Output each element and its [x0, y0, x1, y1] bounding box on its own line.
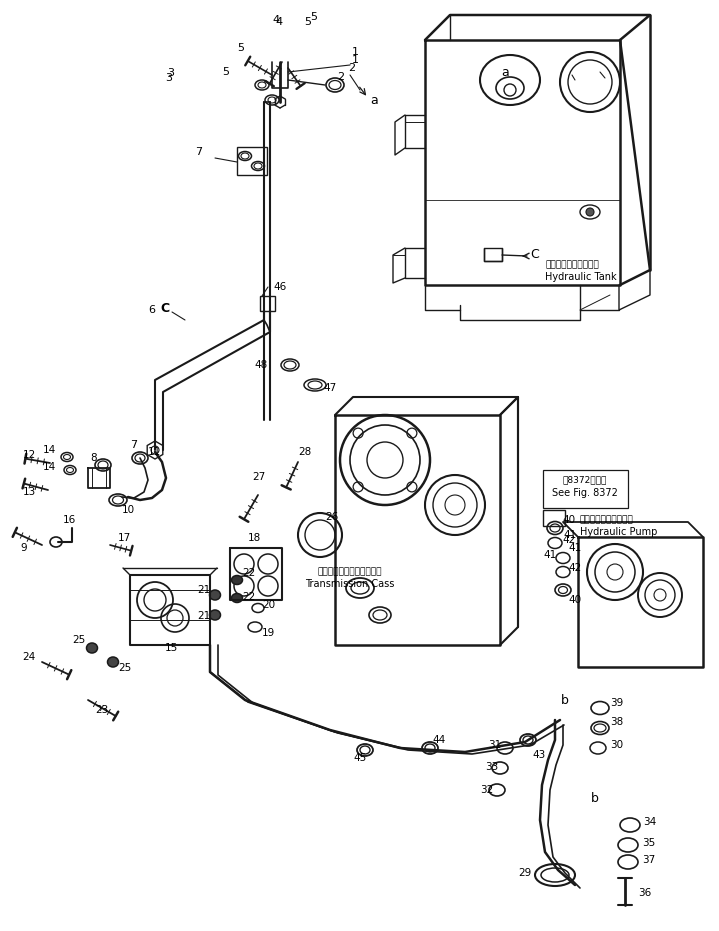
Text: ハイドロリックタンク: ハイドロリックタンク [545, 261, 599, 269]
Text: 36: 36 [638, 888, 651, 898]
Text: C: C [530, 248, 539, 261]
Text: 19: 19 [262, 628, 275, 638]
Bar [237, 147, 267, 175]
Text: 7: 7 [195, 147, 202, 157]
Text: 15: 15 [165, 643, 178, 653]
Text: 14: 14 [43, 462, 56, 472]
Text: 45: 45 [353, 753, 366, 763]
Circle shape [586, 208, 594, 216]
Text: b: b [591, 791, 599, 804]
Text: 40: 40 [562, 515, 575, 525]
Text: 7: 7 [130, 440, 137, 450]
Text: Hydraulic Pump: Hydraulic Pump [580, 527, 657, 537]
Text: 5: 5 [222, 67, 229, 77]
Text: Hydraulic Tank: Hydraulic Tank [545, 272, 617, 282]
Text: See Fig. 8372: See Fig. 8372 [552, 488, 618, 498]
Ellipse shape [209, 610, 221, 620]
Text: 37: 37 [642, 855, 655, 865]
Text: 41: 41 [543, 550, 557, 560]
Bar [543, 470, 628, 508]
Text: 8: 8 [90, 453, 96, 463]
Text: 14: 14 [43, 445, 56, 455]
Text: 38: 38 [610, 717, 623, 727]
Text: 20: 20 [262, 600, 275, 610]
Text: Transmission Cass: Transmission Cass [306, 579, 395, 589]
Text: 42: 42 [562, 535, 575, 545]
Text: 34: 34 [643, 817, 656, 827]
Text: 17: 17 [118, 533, 132, 543]
Text: 4: 4 [272, 15, 279, 25]
Text: 1: 1 [352, 47, 359, 57]
Text: 3: 3 [165, 73, 172, 83]
Text: 2: 2 [337, 72, 344, 82]
Text: 5: 5 [237, 43, 244, 53]
Text: 29: 29 [518, 868, 531, 878]
Ellipse shape [232, 575, 242, 585]
Text: 31: 31 [488, 740, 501, 750]
Text: 48: 48 [255, 360, 268, 370]
Text: a: a [501, 65, 509, 78]
Text: C: C [160, 302, 169, 315]
Text: 47: 47 [323, 383, 336, 393]
Text: ハイドロリックポンプ: ハイドロリックポンプ [580, 516, 633, 524]
Text: 22: 22 [242, 568, 255, 578]
Text: 5: 5 [304, 17, 311, 27]
Text: b: b [561, 694, 569, 707]
Text: 4: 4 [275, 17, 282, 27]
Text: 41: 41 [563, 530, 576, 540]
Text: トランスミッションケース: トランスミッションケース [318, 568, 383, 576]
Text: 25: 25 [72, 635, 86, 645]
Polygon shape [147, 441, 162, 459]
Text: 39: 39 [610, 698, 623, 708]
Text: 23: 23 [95, 705, 109, 715]
Text: 30: 30 [610, 740, 623, 750]
Ellipse shape [209, 590, 221, 600]
Text: 1: 1 [352, 55, 359, 65]
Text: 21: 21 [197, 611, 210, 621]
Text: 9: 9 [20, 543, 27, 553]
Text: 41: 41 [568, 543, 581, 553]
Bar [484, 248, 502, 261]
Text: 43: 43 [532, 750, 545, 760]
Text: 42: 42 [568, 563, 581, 573]
Text: 18: 18 [248, 533, 261, 543]
Text: 6: 6 [148, 305, 155, 315]
Text: 11: 11 [148, 447, 161, 457]
Bar [260, 296, 275, 311]
Text: 16: 16 [63, 515, 76, 525]
Text: 25: 25 [118, 663, 132, 673]
Text: 12: 12 [23, 450, 36, 460]
Text: 3: 3 [167, 68, 174, 78]
Bar [543, 510, 565, 526]
Ellipse shape [86, 643, 98, 653]
Text: 2: 2 [348, 63, 355, 73]
Text: 35: 35 [642, 838, 655, 848]
Ellipse shape [108, 657, 119, 667]
Text: 22: 22 [242, 592, 255, 602]
Text: 27: 27 [252, 472, 265, 482]
Text: a: a [370, 93, 377, 106]
Text: 40: 40 [568, 595, 581, 605]
Text: 44: 44 [432, 735, 445, 745]
Text: 32: 32 [480, 785, 493, 795]
Text: 21: 21 [197, 585, 210, 595]
Text: 5: 5 [310, 12, 317, 22]
Text: 第8372図参照: 第8372図参照 [563, 476, 607, 484]
Text: 26: 26 [325, 512, 338, 522]
Text: 24: 24 [22, 652, 35, 662]
Text: 13: 13 [23, 487, 36, 497]
Text: 10: 10 [122, 505, 135, 515]
Text: 33: 33 [485, 762, 498, 772]
Text: 46: 46 [273, 282, 286, 292]
Text: 28: 28 [298, 447, 311, 457]
Ellipse shape [232, 593, 242, 602]
